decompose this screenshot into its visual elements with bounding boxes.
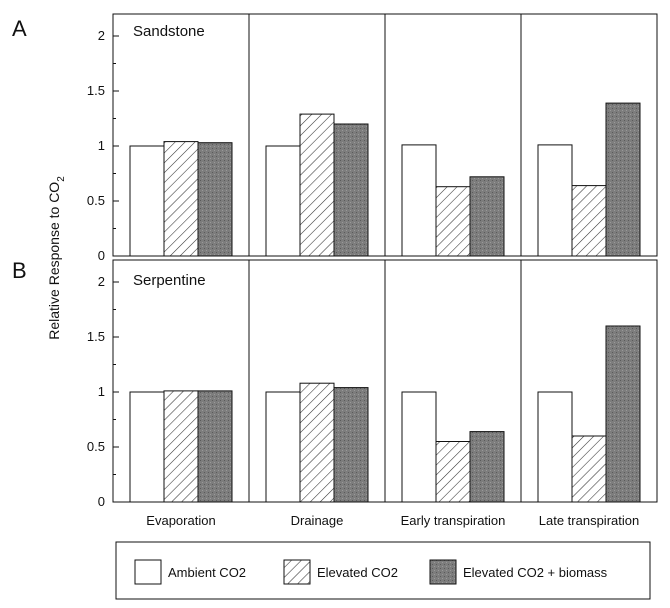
bar-elevated-0-1 xyxy=(299,113,335,257)
y-tick-label-1-4: 2 xyxy=(98,274,105,289)
bar-ambient-0-0 xyxy=(129,145,165,257)
y-tick-label-0-0: 0 xyxy=(98,248,105,263)
category-label-early-transpiration: Early transpiration xyxy=(401,513,506,528)
y-tick-label-0-1: 0.5 xyxy=(87,193,105,208)
bar-elevated-0-3 xyxy=(571,185,607,257)
bar-biomass-1-0 xyxy=(197,390,233,503)
bar-elevated-1-3 xyxy=(571,435,607,503)
panel-letter-b: B xyxy=(12,258,27,283)
legend-label-elevated: Elevated CO2 xyxy=(317,565,398,580)
bar-ambient-0-1 xyxy=(265,145,301,257)
bar-biomass-1-1 xyxy=(333,387,369,503)
panel-title-serpentine: Serpentine xyxy=(133,272,206,289)
y-tick-label-0-2: 1 xyxy=(98,138,105,153)
legend-label-biomass: Elevated CO2 + biomass xyxy=(463,565,608,580)
bar-ambient-1-3 xyxy=(537,391,573,503)
bar-ambient-1-1 xyxy=(265,391,301,503)
bar-elevated-1-1 xyxy=(299,382,335,503)
bar-biomass-0-1 xyxy=(333,123,369,257)
bar-biomass-1-3 xyxy=(605,325,641,503)
panel-title-sandstone: Sandstone xyxy=(133,23,205,40)
y-tick-label-0-3: 1.5 xyxy=(87,83,105,98)
bar-ambient-1-2 xyxy=(401,391,437,503)
y-tick-label-1-2: 1 xyxy=(98,384,105,399)
bar-elevated-1-0 xyxy=(163,390,199,503)
legend-label-ambient: Ambient CO2 xyxy=(168,565,246,580)
bar-elevated-0-0 xyxy=(163,141,199,257)
panel-letter-a: A xyxy=(12,16,27,41)
bar-elevated-0-2 xyxy=(435,186,471,257)
y-tick-label-1-1: 0.5 xyxy=(87,439,105,454)
legend-box xyxy=(115,541,651,600)
bar-biomass-0-2 xyxy=(469,176,505,257)
bar-biomass-0-0 xyxy=(197,142,233,257)
bar-elevated-1-2 xyxy=(435,441,471,503)
y-axis-label-subscript: 2 xyxy=(56,176,67,182)
y-tick-label-1-3: 1.5 xyxy=(87,329,105,344)
bar-biomass-0-3 xyxy=(605,102,641,257)
legend: Ambient CO2 Elevated CO2 Elevated CO2 + … xyxy=(115,541,651,600)
panels-layer: 0 0.5 1 1.5 2 0 0.5 1 1.5 2 xyxy=(87,13,658,509)
bar-ambient-0-2 xyxy=(401,144,437,257)
legend-swatch-ambient xyxy=(134,559,162,585)
y-tick-label-1-0: 0 xyxy=(98,494,105,509)
y-tick-label-0-4: 2 xyxy=(98,28,105,43)
category-label-late-transpiration: Late transpiration xyxy=(539,513,639,528)
bar-biomass-1-2 xyxy=(469,431,505,503)
bar-ambient-0-3 xyxy=(537,144,573,257)
legend-swatch-biomass xyxy=(429,559,457,585)
bar-ambient-1-0 xyxy=(129,391,165,503)
y-axis-label: Relative Response to CO2 xyxy=(46,176,67,340)
legend-swatch-elevated xyxy=(283,559,311,585)
category-label-evaporation: Evaporation xyxy=(146,513,215,528)
y-axis-label-text: Relative Response to CO xyxy=(46,182,62,340)
category-label-drainage: Drainage xyxy=(291,513,344,528)
